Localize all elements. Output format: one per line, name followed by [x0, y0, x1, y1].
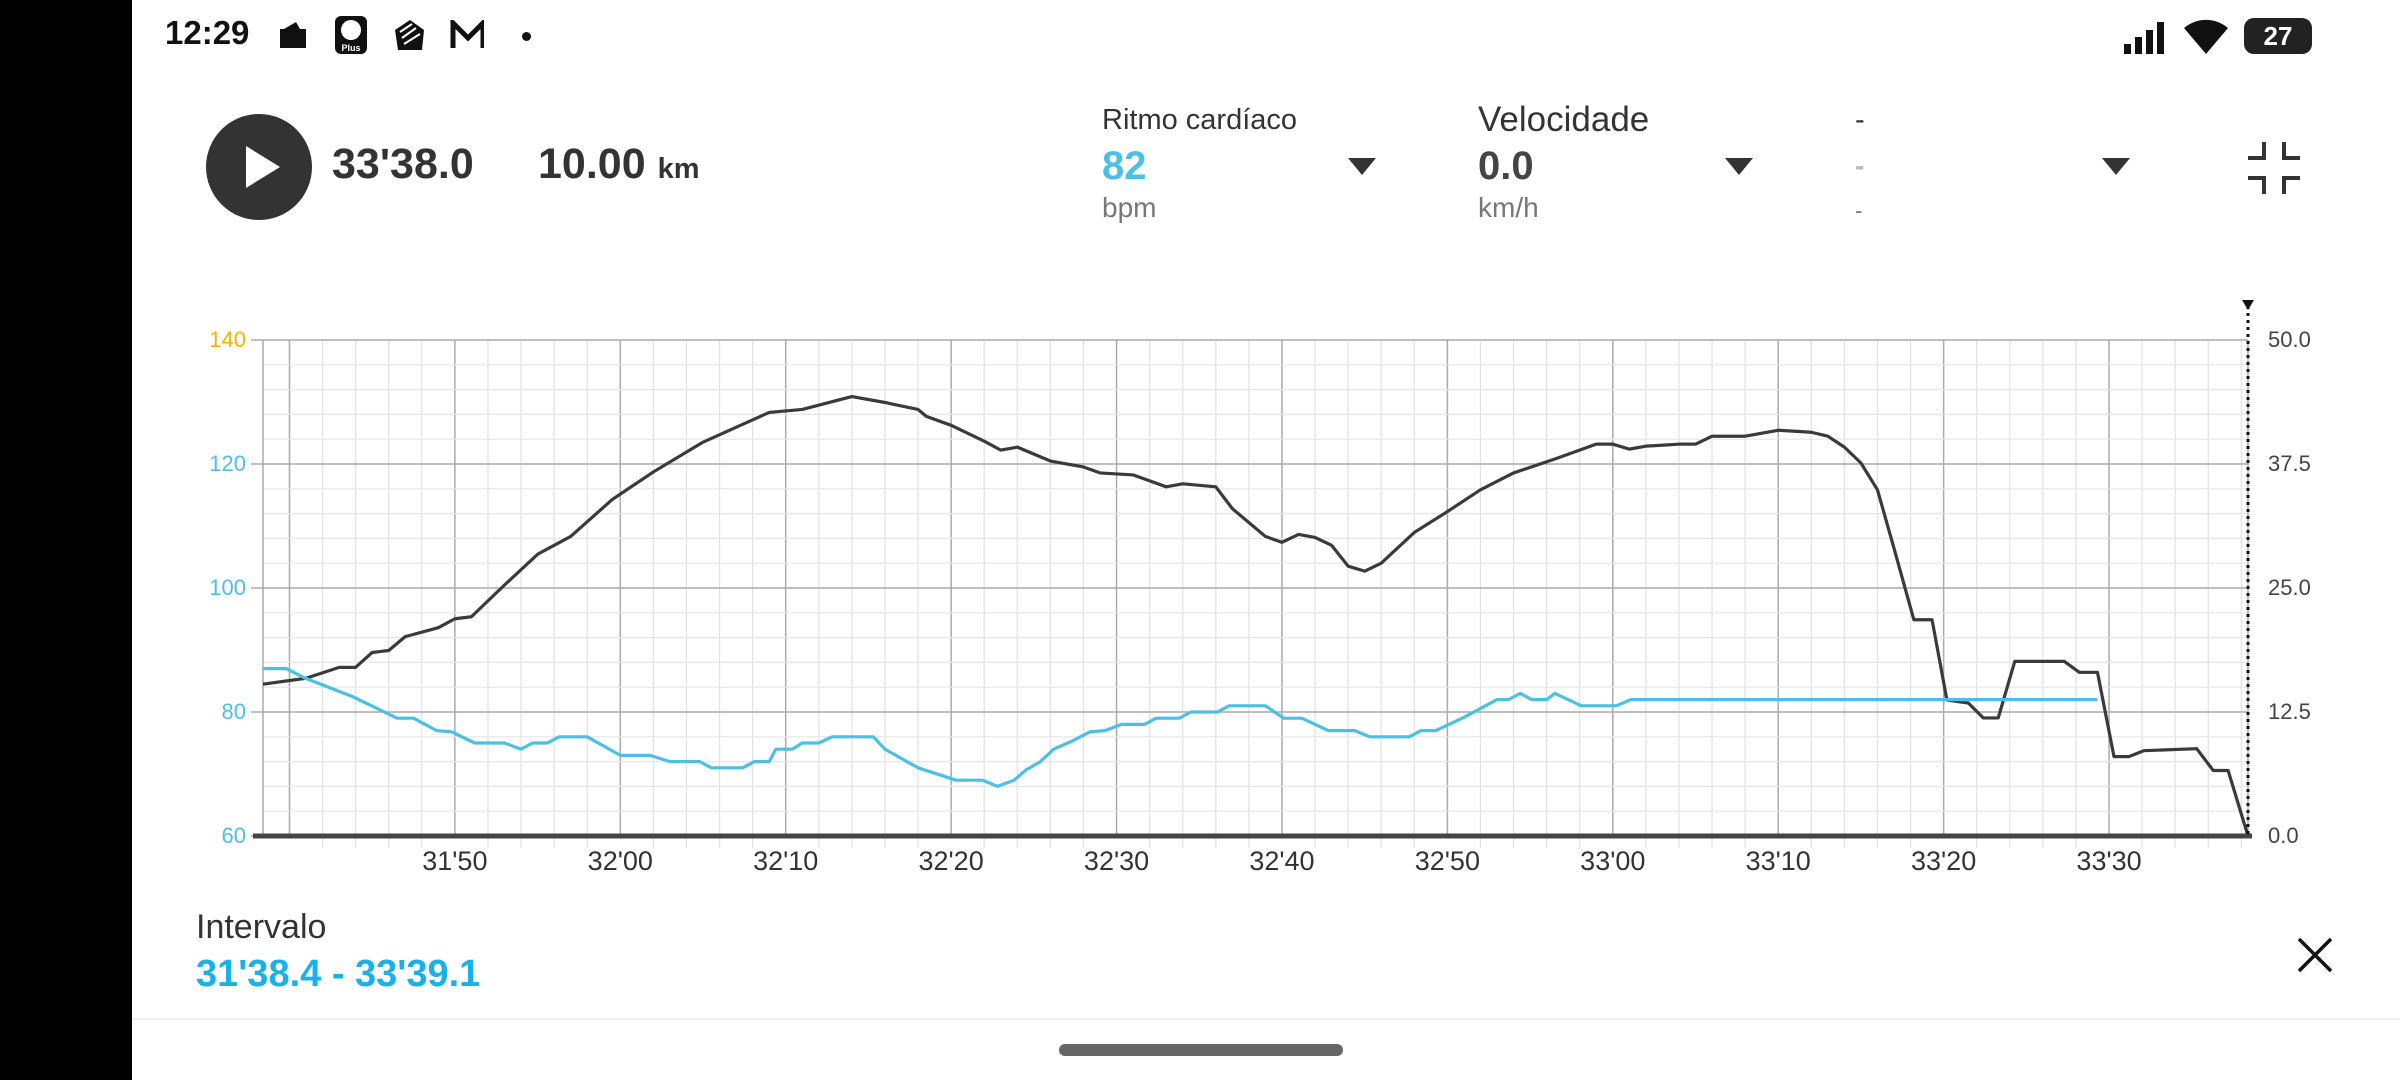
home-gesture-bar[interactable]: [1059, 1044, 1343, 1056]
interval-range: 31'38.4 - 33'39.1: [196, 953, 481, 995]
x-tick-label: 32'10: [753, 846, 819, 876]
metric-3-label: -: [1855, 104, 1865, 136]
svg-text:Plus: Plus: [341, 43, 360, 53]
chart[interactable]: [0, 0, 2400, 900]
distance-value: 10.00: [538, 140, 646, 188]
x-tick-label: 32'30: [1083, 846, 1150, 876]
play-button[interactable]: [206, 114, 312, 220]
speed-line: [262, 394, 2250, 837]
metric-1-label: Ritmo cardíaco: [1102, 104, 1298, 136]
cursor-marker-icon: [2242, 300, 2254, 310]
distance: 10.00 km: [538, 140, 699, 189]
collapse-fullscreen-icon[interactable]: [2246, 140, 2302, 201]
metric-3-value: -: [1855, 150, 1865, 181]
battery-indicator: 27: [2244, 18, 2312, 54]
y-right-tick-label: 37.5: [2268, 451, 2311, 476]
heart-rate-line: [263, 666, 2098, 789]
signal-icon: [2124, 22, 2170, 59]
y-right-tick-label: 50.0: [2268, 327, 2311, 352]
y-right-tick-label: 0.0: [2268, 823, 2299, 848]
y-left-tick-label: 80: [221, 699, 246, 724]
wifi-icon: [2184, 18, 2228, 59]
metric-1-value: 82: [1102, 144, 1147, 188]
x-tick-label: 33'00: [1580, 846, 1646, 876]
close-icon[interactable]: [2296, 936, 2334, 979]
wallet-icon: [276, 18, 310, 52]
metric-2-unit: km/h: [1478, 192, 1539, 223]
x-tick-label: 32'20: [918, 846, 984, 876]
metric-3-dropdown-icon[interactable]: [2102, 158, 2130, 175]
gmail-icon: [450, 18, 484, 52]
y-left-tick-label: 140: [209, 327, 246, 352]
left-black-bar: [0, 0, 132, 1080]
distance-unit: km: [657, 153, 700, 185]
metric-3-unit: -: [1855, 198, 1863, 223]
y-right-tick-label: 25.0: [2268, 575, 2311, 600]
x-tick-label: 33'10: [1745, 846, 1811, 876]
more-notifications-dot-icon: [522, 32, 531, 41]
interval-label: Intervalo: [196, 908, 327, 946]
y-right-tick-label: 12.5: [2268, 699, 2311, 724]
status-time: 12:29: [165, 14, 250, 51]
lidl-plus-icon: Plus: [334, 16, 368, 54]
x-tick-label: 32'50: [1414, 846, 1480, 876]
elapsed-time: 33'38.0: [332, 140, 474, 188]
x-tick-label: 33'30: [2076, 846, 2142, 876]
metric-2-value: 0.0: [1478, 144, 1534, 188]
metric-1-dropdown-icon[interactable]: [1348, 158, 1376, 175]
x-tick-label: 31'50: [422, 846, 488, 876]
battery-level: 27: [2263, 21, 2293, 51]
metric-1-unit: bpm: [1102, 192, 1157, 223]
x-tick-label: 32'00: [587, 846, 653, 876]
divider: [132, 1018, 2400, 1020]
hand-app-icon: [392, 18, 426, 52]
metric-2-label: Velocidade: [1478, 100, 1650, 139]
x-tick-label: 32'40: [1249, 846, 1315, 876]
metric-2-dropdown-icon[interactable]: [1725, 158, 1753, 175]
y-left-tick-label: 60: [221, 823, 246, 848]
x-tick-label: 33'20: [1911, 846, 1977, 876]
y-left-tick-label: 100: [209, 575, 246, 600]
y-left-tick-label: 120: [209, 451, 246, 476]
